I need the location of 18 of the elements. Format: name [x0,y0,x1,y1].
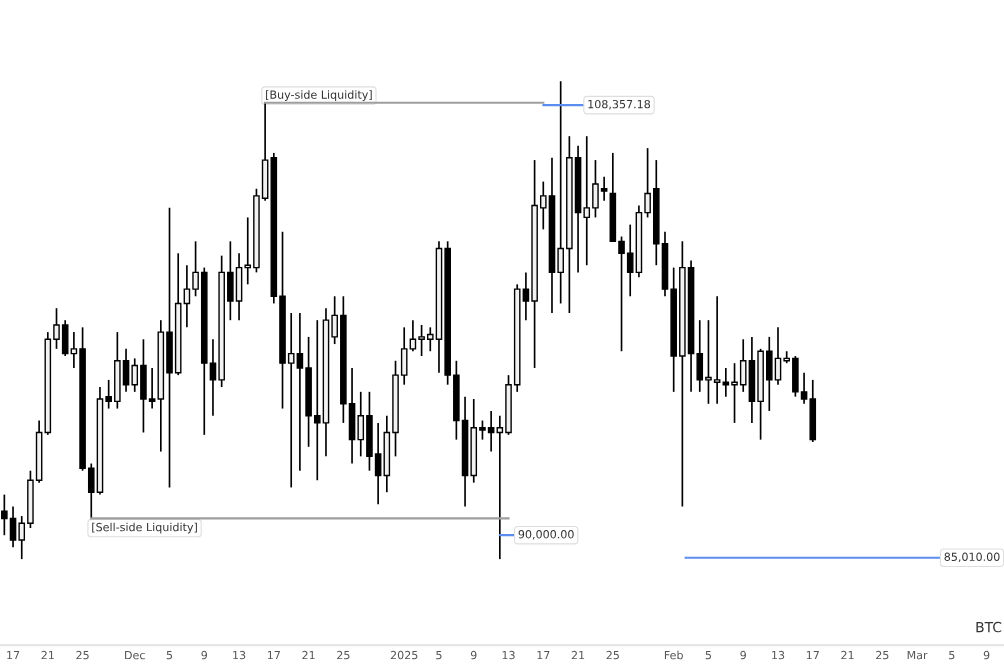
candlestick [296,312,304,472]
candlestick [774,326,782,386]
candlestick [713,295,721,405]
candlestick [61,319,69,357]
candlestick [357,391,365,458]
candlestick [235,252,243,322]
candlestick [748,336,756,424]
candlestick [487,410,495,453]
candlestick [600,175,608,202]
candlestick [131,357,139,393]
candlestick [1,493,8,537]
candlestick [470,398,478,484]
candlestick [313,319,321,482]
candlestick [374,422,382,505]
candlestick [765,336,773,412]
candlestick [9,505,17,548]
candlestick [583,135,591,267]
candlestick [809,379,817,443]
